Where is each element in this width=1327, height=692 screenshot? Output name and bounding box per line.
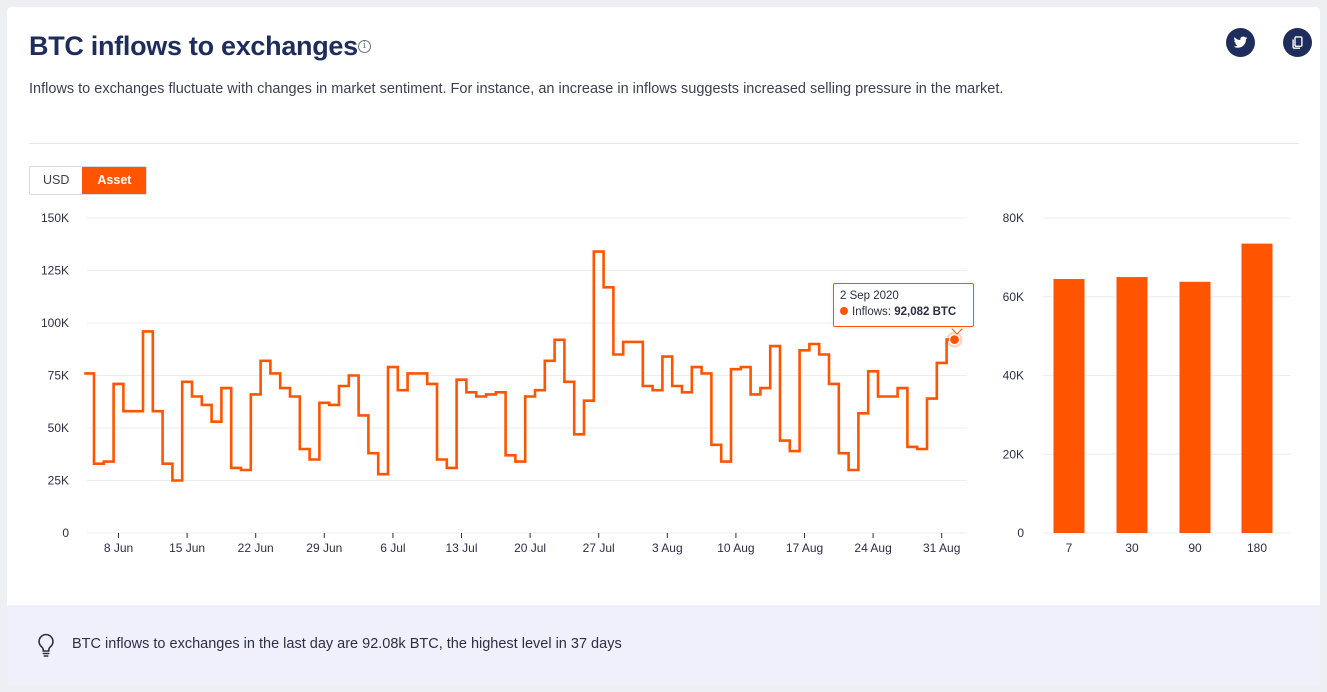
inflows-line-chart: 0 25K 50K 75K 100K 125K 150K 8 Jun 15 Jun 22 Jun 2…	[41, 211, 967, 555]
highlight-point	[948, 334, 961, 346]
chart-tooltip: 2 Sep 2020 Inflows: 92,082 BTC	[833, 283, 974, 327]
lightbulb-icon	[38, 633, 54, 657]
tooltip-value: 92,082 BTC	[894, 306, 957, 318]
x-tick-label: 22 Jun	[238, 541, 274, 555]
x-tick-label: 8 Jun	[104, 541, 133, 555]
x-tick-label: 17 Aug	[786, 541, 823, 555]
asset-toggle-button[interactable]: Asset	[82, 167, 147, 194]
x-tick-label: 29 Jun	[306, 541, 342, 555]
x-tick-label: 20 Jul	[514, 541, 546, 555]
y-tick-label: 125K	[41, 264, 69, 278]
tooltip-series-label: Inflows:	[852, 306, 891, 318]
tooltip-date: 2 Sep 2020	[840, 290, 899, 302]
x-tick-label: 31 Aug	[923, 541, 960, 555]
chart-description: Inflows to exchanges fluctuate with chan…	[29, 81, 1004, 97]
y-tick-label: 25K	[48, 474, 69, 488]
x-tick-label: 7	[1066, 541, 1073, 555]
bar	[1053, 279, 1085, 533]
tooltip-row: Inflows: 92,082 BTC	[840, 304, 967, 320]
y-tick-label: 0	[1017, 526, 1024, 540]
y-tick-label: 20K	[1003, 447, 1024, 461]
inflows-average-bar-chart: 0 20K 40K 60K 80K 7 30 90 180	[1003, 211, 1290, 555]
bar	[1179, 281, 1211, 533]
inflows-series-line	[84, 250, 957, 482]
y-tick-label: 40K	[1003, 369, 1024, 383]
copy-icon	[1292, 36, 1303, 49]
info-icon[interactable]: i	[358, 40, 371, 53]
header-divider	[29, 143, 1299, 144]
x-tick-label: 10 Aug	[717, 541, 754, 555]
x-tick-label: 27 Jul	[583, 541, 615, 555]
y-tick-label: 75K	[48, 369, 69, 383]
y-tick-label: 150K	[41, 211, 69, 225]
y-tick-label: 0	[62, 526, 69, 540]
bar	[1241, 243, 1273, 533]
series-dot-icon	[840, 307, 848, 315]
x-tick-label: 180	[1247, 541, 1267, 555]
x-tick-label: 90	[1188, 541, 1202, 555]
usd-toggle-button[interactable]: USD	[30, 167, 83, 194]
y-tick-label: 80K	[1003, 211, 1024, 225]
copy-button[interactable]	[1283, 28, 1312, 57]
unit-toggle: USD Asset	[29, 166, 148, 195]
x-tick-label: 30	[1125, 541, 1139, 555]
x-tick-label: 13 Jul	[445, 541, 477, 555]
twitter-share-button[interactable]	[1226, 28, 1255, 57]
insight-text: BTC inflows to exchanges in the last day…	[72, 636, 622, 652]
page-title: BTC inflows to exchanges	[29, 31, 358, 61]
bar	[1116, 277, 1148, 533]
chart-card: BTC inflows to exchanges i Inflows to ex…	[7, 7, 1320, 685]
insight-banner: BTC inflows to exchanges in the last day…	[7, 605, 1320, 685]
y-tick-label: 60K	[1003, 290, 1024, 304]
x-tick-label: 3 Aug	[652, 541, 683, 555]
y-tick-label: 100K	[41, 316, 69, 330]
x-tick-label: 6 Jul	[380, 541, 405, 555]
x-tick-label: 24 Aug	[854, 541, 891, 555]
twitter-icon	[1233, 36, 1248, 48]
x-tick-label: 15 Jun	[169, 541, 205, 555]
y-tick-label: 50K	[48, 421, 69, 435]
